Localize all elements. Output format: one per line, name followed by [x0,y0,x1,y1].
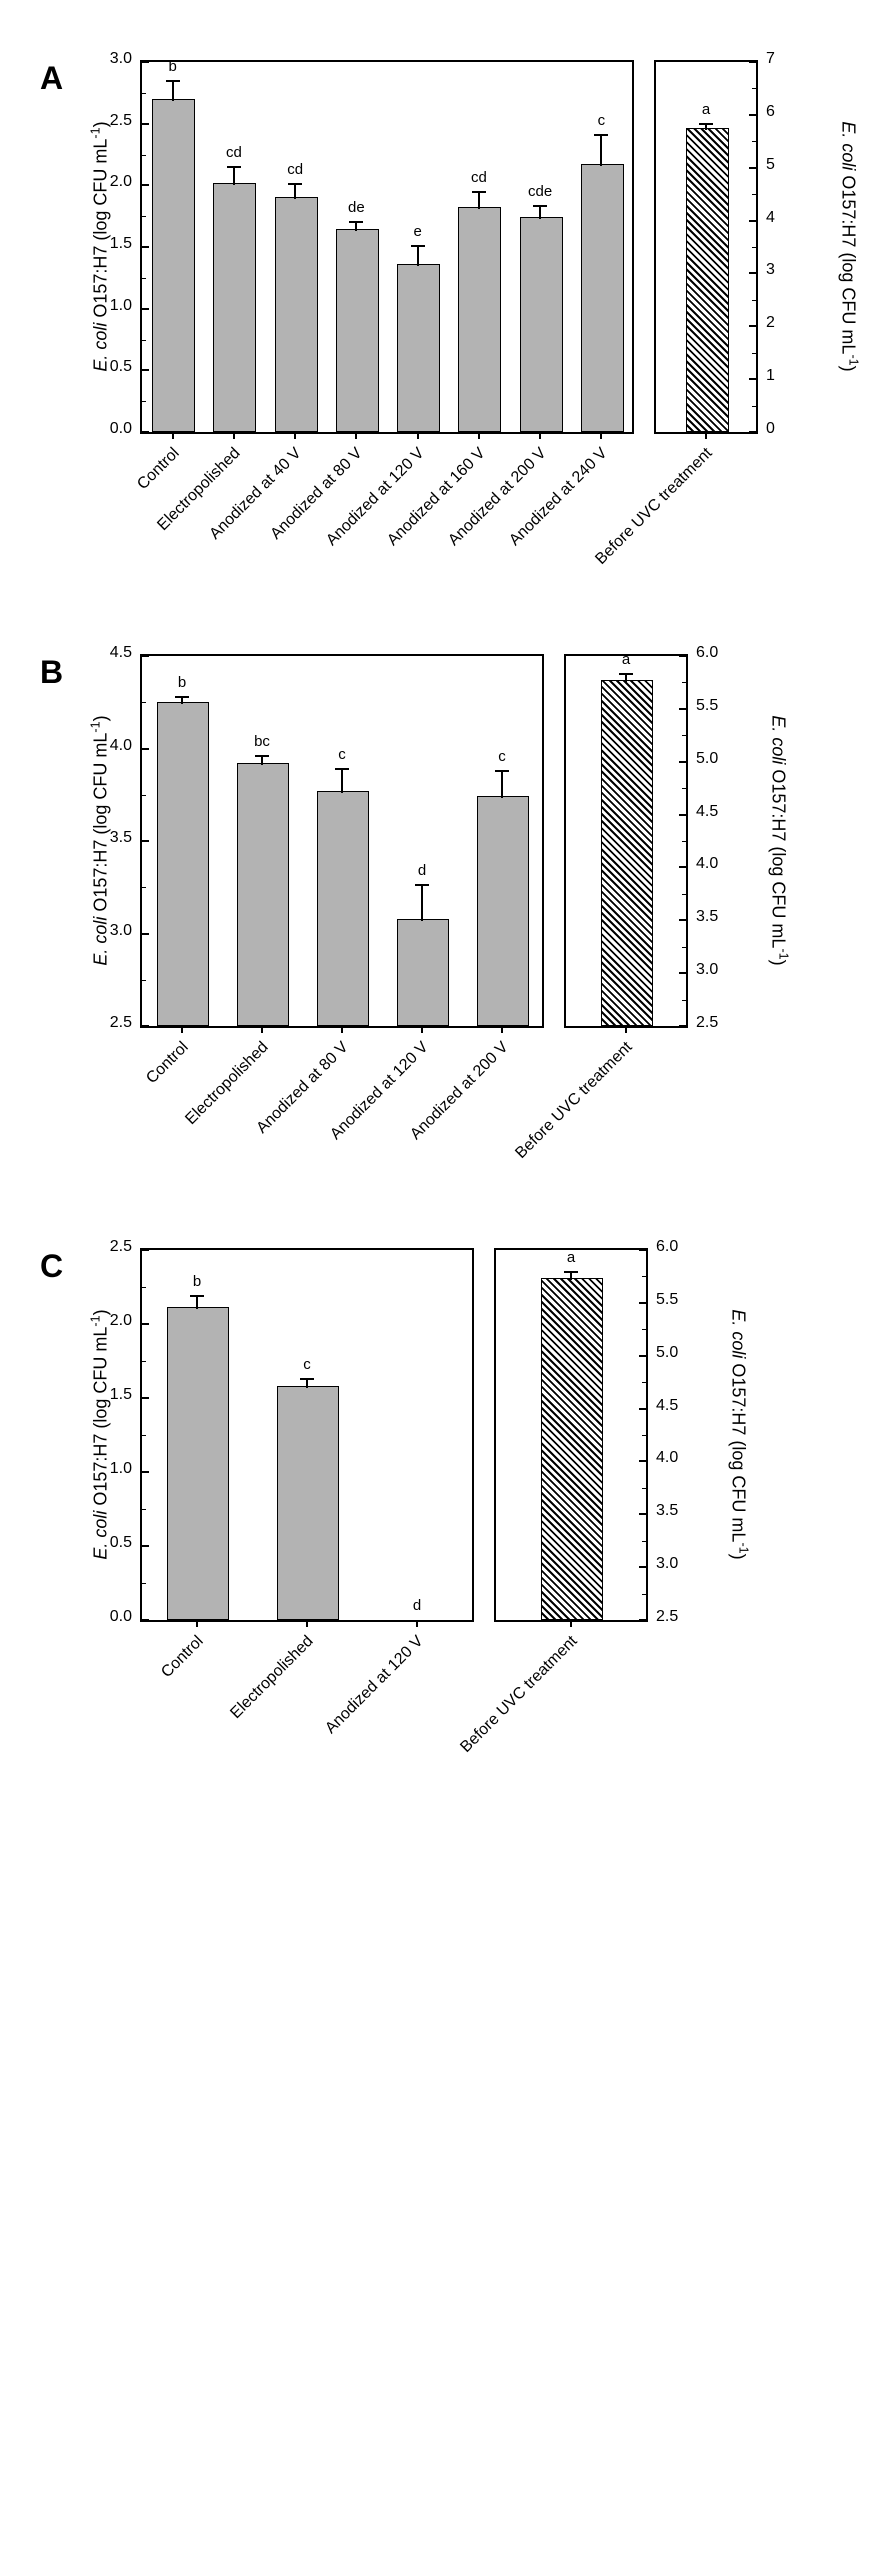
bar [520,217,563,432]
y-axis-label-left: E. coli O157:H7 (log CFU mL-1) [89,1295,112,1575]
panel-label: B [40,654,63,691]
right-plot: a [494,1248,648,1622]
significance-letter: d [413,1597,421,1614]
right-plot: a [654,60,758,434]
bar [317,791,369,1026]
y-axis-label-right: E. coli O157:H7 (log CFU mL-1) [838,107,861,387]
left-plot: b cd cd de e cd cde c [140,60,634,434]
bar [397,919,449,1026]
bar [458,207,501,432]
bar [686,128,729,432]
panel-label: C [40,1248,63,1285]
significance-letter: e [413,223,421,240]
y-axis-label-left: E. coli O157:H7 (log CFU mL-1) [89,107,112,387]
y-axis-label-right: E. coli O157:H7 (log CFU mL-1) [728,1295,751,1575]
significance-letter: c [498,748,506,765]
y-axis-label-left: E. coli O157:H7 (log CFU mL-1) [89,701,112,981]
bar [601,680,653,1026]
panel-label: A [40,60,63,97]
bar [213,183,256,432]
bar [237,763,289,1026]
right-plot: a [564,654,688,1028]
bar [397,264,440,433]
bar [277,1386,339,1620]
significance-letter: c [338,746,346,763]
significance-letter: c [598,112,606,129]
significance-letter: a [567,1249,575,1266]
significance-letter: b [168,58,176,75]
left-plot: b c d [140,1248,474,1622]
bar [336,229,379,432]
significance-letter: de [348,199,365,216]
bar [581,164,624,432]
y-axis-label-right: E. coli O157:H7 (log CFU mL-1) [768,701,791,981]
bar [157,702,209,1026]
significance-letter: cd [287,161,303,178]
significance-letter: d [418,862,426,879]
panel-C: Cbcd0.00.51.01.52.02.5ControlElectropoli… [20,1248,891,1802]
significance-letter: c [303,1356,311,1373]
significance-letter: b [193,1273,201,1290]
bar [152,99,195,432]
panel-B: Bbbccdc2.53.03.54.04.5ControlElectropoli… [20,654,891,1208]
significance-letter: cde [528,183,552,200]
left-plot: b bc c d c [140,654,544,1028]
panel-A: Abcdcddeecdcdec0.00.51.01.52.02.53.0Cont… [20,60,891,614]
bar [541,1278,603,1620]
significance-letter: cd [471,169,487,186]
significance-letter: a [622,651,630,668]
bar [477,796,529,1026]
significance-letter: b [178,674,186,691]
significance-letter: cd [226,144,242,161]
bar [275,197,318,432]
bar [167,1307,229,1620]
significance-letter: bc [254,733,270,750]
significance-letter: a [702,101,710,118]
